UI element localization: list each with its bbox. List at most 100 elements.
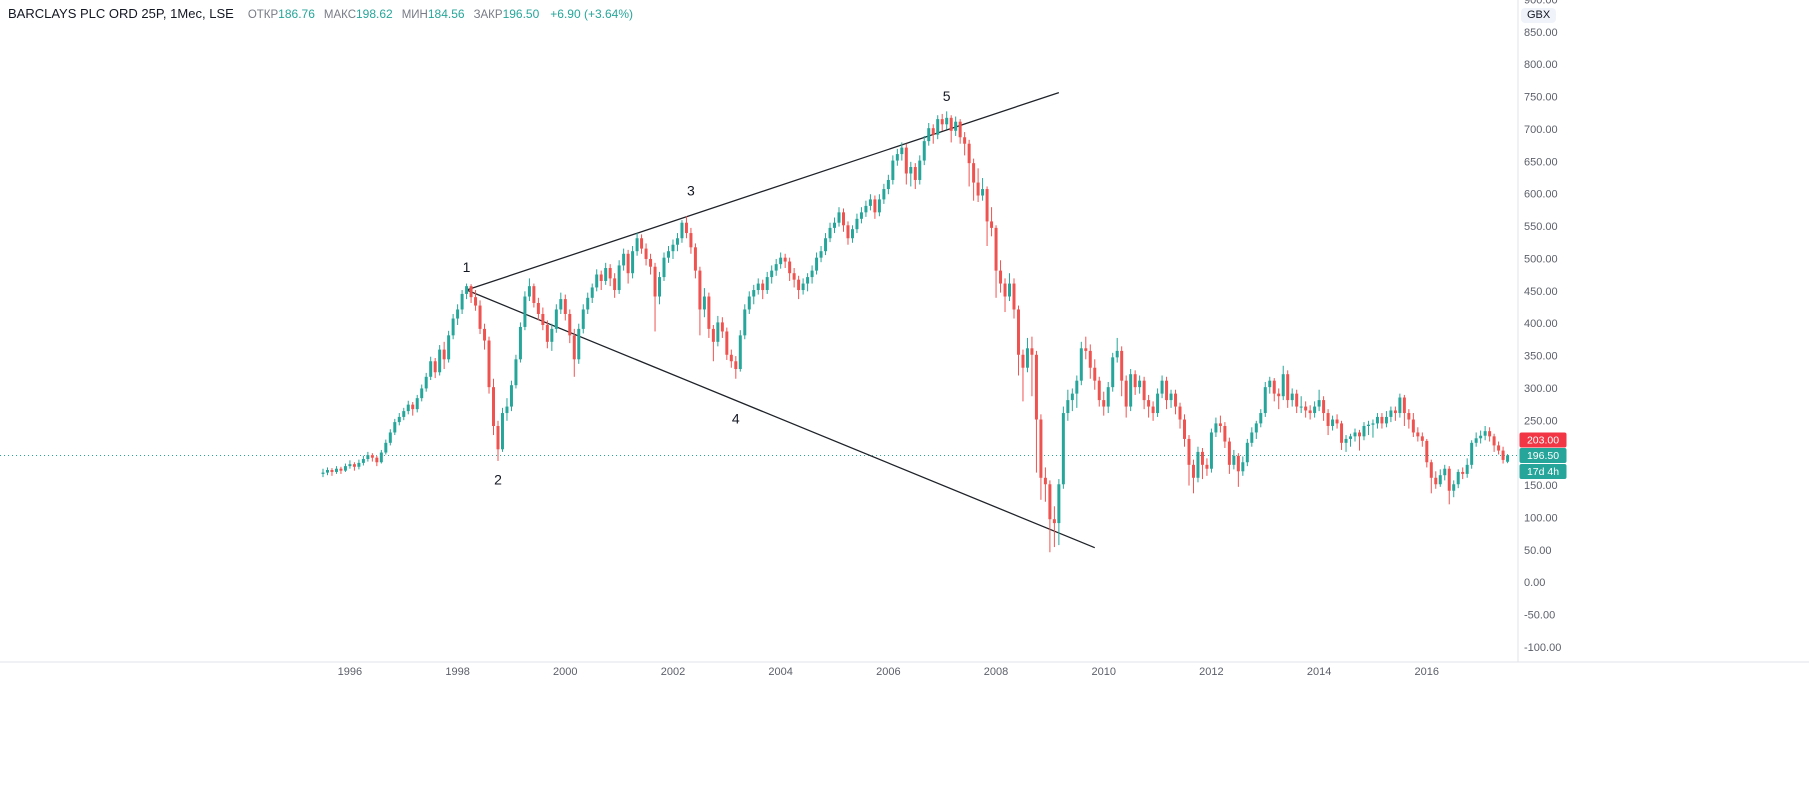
- candle-body: [859, 212, 863, 219]
- candle-body: [855, 218, 859, 230]
- candle-body: [1142, 380, 1146, 401]
- candle-body: [433, 361, 437, 373]
- candle-body: [1008, 283, 1012, 297]
- price-axis[interactable]: 900.00 850.00 800.00 750.00 700.00 650.00 600.…: [1524, 0, 1561, 654]
- candle-body: [334, 468, 338, 472]
- candle-body: [1402, 397, 1406, 414]
- candle-body: [640, 238, 644, 249]
- candle-body: [379, 452, 383, 463]
- candle-body: [797, 279, 801, 291]
- candle-body: [518, 326, 522, 360]
- price-tick-label: 400.00: [1524, 318, 1558, 330]
- candle-body: [1016, 309, 1020, 355]
- candle-body: [1438, 475, 1442, 485]
- candle-body: [1052, 519, 1056, 524]
- candle-body: [1313, 406, 1317, 414]
- candle-body: [1174, 393, 1178, 407]
- candle-body: [1030, 348, 1034, 355]
- candle-body: [1470, 442, 1474, 465]
- time-axis[interactable]: 1996 1998 2000 2002 2004 2006 2008 2010 2012 2014…: [338, 666, 1439, 678]
- candle-body: [622, 253, 626, 266]
- candle-body: [1308, 410, 1312, 414]
- wave-label-5[interactable]: 5: [943, 88, 951, 104]
- candle-body: [788, 261, 792, 274]
- price-tick-label: 0.00: [1524, 577, 1545, 589]
- year-tick-label: 2002: [661, 666, 685, 678]
- candle-body: [1079, 348, 1083, 381]
- candle-body: [451, 318, 455, 336]
- candle-body: [505, 406, 509, 414]
- candle-body: [325, 470, 329, 473]
- candle-body: [1411, 419, 1415, 433]
- candle-body: [1250, 432, 1254, 443]
- trend-line-1[interactable]: [466, 91, 1060, 291]
- candle-body: [1169, 393, 1173, 401]
- trend-line-2[interactable]: [466, 289, 1096, 549]
- candle-body: [384, 442, 388, 453]
- candle-body: [1012, 283, 1016, 310]
- candle-body: [613, 278, 617, 291]
- price-tick-label: 900.00: [1524, 0, 1558, 7]
- candle-body: [1420, 436, 1424, 441]
- candle-body: [1434, 477, 1438, 485]
- symbol-title[interactable]: BARCLAYS PLC ORD 25P, 1Мес, LSE: [8, 6, 234, 21]
- candle-body: [841, 212, 845, 226]
- candle-body: [1362, 425, 1366, 437]
- candle-body: [352, 464, 356, 467]
- candle-body: [1227, 441, 1231, 465]
- candle-body: [1340, 423, 1344, 443]
- candle-body: [958, 121, 962, 138]
- candle-body: [945, 117, 949, 125]
- wave-label-1[interactable]: 1: [463, 259, 471, 275]
- wave-label-2[interactable]: 2: [494, 471, 502, 487]
- candle-body: [1335, 419, 1339, 424]
- candle-body: [981, 189, 985, 196]
- candle-body: [949, 117, 953, 131]
- candle-body: [644, 248, 648, 259]
- candle-body: [1272, 380, 1276, 394]
- candle-body: [1425, 440, 1429, 463]
- candle-body: [595, 274, 599, 288]
- candle-body: [1160, 380, 1164, 394]
- candle-body: [1281, 374, 1285, 397]
- candle-body: [1200, 451, 1204, 465]
- pane-separators: [0, 0, 1809, 663]
- candle-body: [541, 313, 545, 325]
- candle-body: [496, 425, 500, 450]
- candle-body: [1349, 436, 1353, 439]
- candle-body: [361, 459, 365, 463]
- candle-body: [550, 328, 554, 342]
- legend-close-value: 196.50: [502, 7, 540, 21]
- candle-body: [765, 277, 769, 291]
- candle-body: [1196, 451, 1200, 478]
- candle-body: [1048, 484, 1052, 520]
- candle-body: [1245, 442, 1249, 463]
- candle-body: [554, 309, 558, 329]
- price-tick-label: 300.00: [1524, 383, 1558, 395]
- candle-body: [1043, 477, 1047, 485]
- candle-body: [747, 296, 751, 310]
- candle-body: [1254, 423, 1258, 433]
- price-tick-label: 450.00: [1524, 286, 1558, 298]
- candle-body: [1443, 468, 1447, 476]
- candle-body: [586, 297, 590, 310]
- candle-body: [447, 335, 451, 360]
- wave-label-3[interactable]: 3: [687, 183, 695, 199]
- candle-body: [429, 361, 433, 377]
- trendlines[interactable]: [466, 91, 1096, 549]
- wave-label-4[interactable]: 4: [732, 410, 740, 426]
- candle-body: [1452, 484, 1456, 491]
- candle-body: [397, 416, 401, 423]
- candle-body: [707, 296, 711, 329]
- candle-body: [783, 257, 787, 262]
- candle-body: [460, 293, 464, 310]
- candle-body: [891, 160, 895, 180]
- candle-body: [1353, 432, 1357, 437]
- currency-unit-badge[interactable]: GBX: [1521, 8, 1557, 23]
- legend-high-value: 198.62: [356, 7, 393, 21]
- candle-body: [882, 189, 886, 200]
- candle-body: [1357, 432, 1361, 437]
- candle-body: [366, 455, 370, 460]
- candle-body: [967, 143, 971, 164]
